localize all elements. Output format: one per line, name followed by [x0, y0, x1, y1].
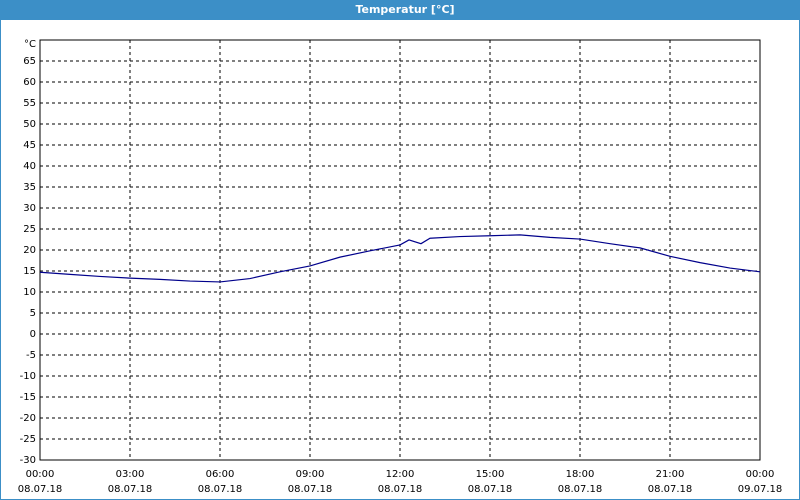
- y-tick-label: 0: [30, 329, 36, 340]
- y-tick-label: -20: [20, 413, 36, 424]
- window-title: Temperatur [°C]: [355, 3, 454, 16]
- y-tick-label: 20: [23, 245, 36, 256]
- plot-frame: [39, 39, 761, 461]
- x-tick-date: 08.07.18: [468, 484, 513, 495]
- x-tick-label: 18:00: [566, 469, 595, 480]
- y-tick-label: -5: [26, 350, 36, 361]
- x-tick-date: 08.07.18: [108, 484, 153, 495]
- y-tick-label: 5: [30, 308, 36, 319]
- y-tick-label: 55: [23, 98, 36, 109]
- y-tick-label: -15: [20, 392, 36, 403]
- y-tick-label: 30: [23, 203, 36, 214]
- y-tick-label: -30: [20, 455, 36, 466]
- y-tick-label: 10: [23, 287, 36, 298]
- y-tick-label: 40: [23, 161, 36, 172]
- title-bar: [0, 0, 800, 20]
- x-tick-date: 09.07.18: [738, 484, 783, 495]
- y-axis-label: °C: [24, 39, 36, 50]
- y-tick-label: 65: [23, 56, 36, 67]
- y-tick-label: -10: [20, 371, 36, 382]
- x-tick-label: 06:00: [206, 469, 235, 480]
- x-tick-label: 21:00: [656, 469, 685, 480]
- x-tick-label: 09:00: [296, 469, 325, 480]
- x-tick-date: 08.07.18: [198, 484, 243, 495]
- y-tick-label: 25: [23, 224, 36, 235]
- x-tick-label: 00:00: [746, 469, 775, 480]
- x-tick-label: 00:00: [26, 469, 55, 480]
- x-tick-date: 08.07.18: [288, 484, 333, 495]
- data-line: [39, 234, 761, 283]
- y-tick-label: 45: [23, 140, 36, 151]
- x-tick-label: 15:00: [476, 469, 505, 480]
- x-tick-date: 08.07.18: [378, 484, 423, 495]
- y-tick-label: 35: [23, 182, 36, 193]
- y-tick-label: 50: [23, 119, 36, 130]
- x-tick-date: 08.07.18: [648, 484, 693, 495]
- x-tick-label: 03:00: [116, 469, 145, 480]
- y-tick-label: -25: [20, 434, 36, 445]
- x-tick-date: 08.07.18: [18, 484, 63, 495]
- x-tick-label: 12:00: [386, 469, 415, 480]
- x-tick-date: 08.07.18: [558, 484, 603, 495]
- y-tick-label: 60: [23, 77, 36, 88]
- y-tick-label: 15: [23, 266, 36, 277]
